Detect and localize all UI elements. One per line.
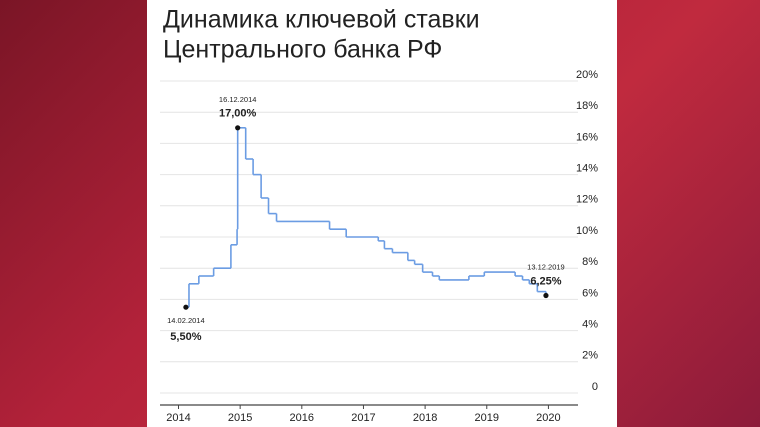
title-line: Центрального банка РФ (163, 36, 442, 64)
annotation-dot (183, 304, 189, 310)
y-tick-label: 6% (582, 287, 598, 299)
y-tick-label: 4% (582, 319, 598, 331)
y-tick-label: 14% (576, 163, 598, 175)
x-tick-label: 2016 (290, 412, 314, 424)
x-tick-label: 2014 (166, 412, 190, 424)
y-tick-label: 0 (592, 381, 598, 393)
panel (147, 0, 617, 427)
x-tick-label: 2020 (536, 412, 560, 424)
y-tick-label: 2% (582, 350, 598, 362)
x-tick-label: 2019 (475, 412, 499, 424)
y-tick-label: 8% (582, 256, 598, 268)
annotation-date: 16.12.2014 (219, 95, 257, 104)
y-tick-label: 18% (576, 100, 598, 112)
x-tick-label: 2015 (228, 412, 252, 424)
y-tick-label: 12% (576, 194, 598, 206)
y-tick-label: 16% (576, 131, 598, 143)
annotation-value: 6,25% (530, 275, 561, 287)
title-line: Динамика ключевой ставки (163, 6, 480, 34)
x-tick-label: 2017 (351, 412, 375, 424)
annotation-value: 17,00% (219, 108, 257, 120)
annotation-dot (543, 292, 549, 299)
y-tick-label: 20% (576, 69, 598, 81)
annotation-value: 5,50% (170, 331, 201, 343)
y-tick-label: 10% (576, 225, 598, 237)
annotation-dot (235, 125, 241, 131)
annotation-date: 13.12.2019 (527, 262, 565, 271)
annotation-date: 14.02.2014 (167, 316, 205, 325)
x-tick-label: 2018 (413, 412, 437, 424)
